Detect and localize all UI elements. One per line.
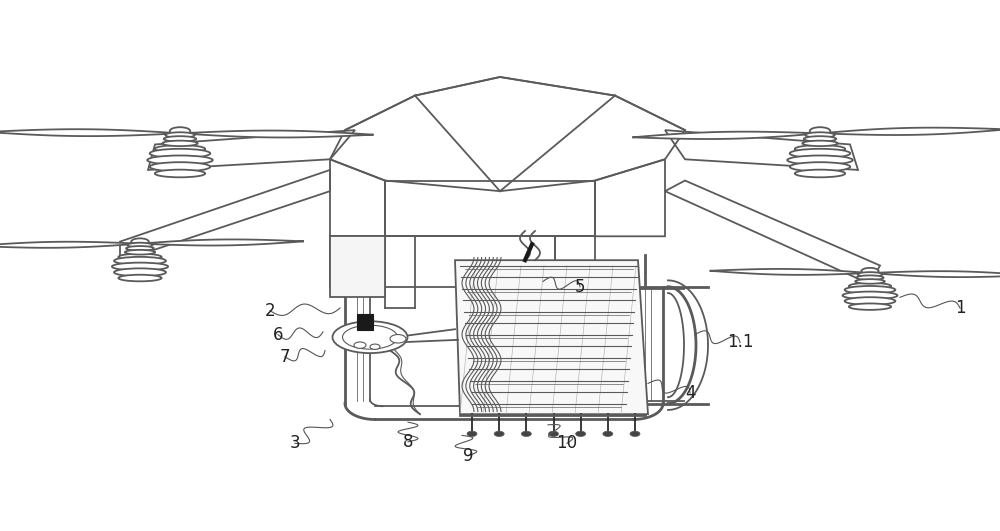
Ellipse shape <box>150 149 210 158</box>
Text: 5: 5 <box>575 278 585 296</box>
Ellipse shape <box>165 132 195 138</box>
Ellipse shape <box>845 286 895 294</box>
Ellipse shape <box>118 275 162 281</box>
Circle shape <box>576 431 586 436</box>
Ellipse shape <box>845 297 895 305</box>
Polygon shape <box>330 236 385 297</box>
Ellipse shape <box>790 149 850 158</box>
Ellipse shape <box>170 127 190 135</box>
Ellipse shape <box>126 246 154 251</box>
Ellipse shape <box>849 303 891 310</box>
Circle shape <box>390 335 406 343</box>
Ellipse shape <box>849 283 891 289</box>
Text: 8: 8 <box>403 433 413 451</box>
Polygon shape <box>140 239 304 245</box>
Polygon shape <box>455 260 648 414</box>
Polygon shape <box>710 269 870 275</box>
Text: 10: 10 <box>556 434 578 452</box>
Ellipse shape <box>131 238 149 245</box>
Ellipse shape <box>164 136 196 142</box>
Ellipse shape <box>805 132 835 138</box>
Circle shape <box>370 344 380 349</box>
Text: 1.1: 1.1 <box>727 333 753 352</box>
Text: 6: 6 <box>273 326 283 344</box>
Ellipse shape <box>125 250 155 254</box>
Circle shape <box>630 431 640 436</box>
Circle shape <box>354 342 366 348</box>
Ellipse shape <box>332 321 408 353</box>
Text: 2: 2 <box>265 302 275 320</box>
Text: 3: 3 <box>290 434 300 452</box>
Ellipse shape <box>790 162 850 172</box>
Circle shape <box>467 431 477 436</box>
Ellipse shape <box>802 141 838 146</box>
Ellipse shape <box>858 272 882 277</box>
Circle shape <box>603 431 613 436</box>
Text: 9: 9 <box>463 447 473 465</box>
Polygon shape <box>632 132 820 139</box>
Ellipse shape <box>118 254 162 260</box>
Ellipse shape <box>147 156 213 165</box>
Ellipse shape <box>155 145 205 153</box>
Ellipse shape <box>843 292 897 299</box>
Ellipse shape <box>114 257 166 265</box>
Ellipse shape <box>855 279 885 284</box>
Ellipse shape <box>112 263 168 270</box>
Ellipse shape <box>804 136 836 142</box>
Polygon shape <box>180 131 374 138</box>
Ellipse shape <box>127 243 153 247</box>
Polygon shape <box>820 127 1000 135</box>
Text: 7: 7 <box>280 348 290 366</box>
Ellipse shape <box>787 156 853 165</box>
Text: 1: 1 <box>955 299 965 317</box>
Ellipse shape <box>114 268 166 276</box>
Circle shape <box>548 431 558 436</box>
Text: 4: 4 <box>685 384 695 402</box>
Ellipse shape <box>150 162 210 172</box>
Polygon shape <box>357 314 373 330</box>
Polygon shape <box>0 129 180 136</box>
Circle shape <box>494 431 504 436</box>
Ellipse shape <box>861 268 879 275</box>
Polygon shape <box>0 242 140 248</box>
Ellipse shape <box>795 145 845 153</box>
Ellipse shape <box>795 169 845 177</box>
Circle shape <box>521 431 531 436</box>
Ellipse shape <box>810 127 830 135</box>
Ellipse shape <box>856 276 884 280</box>
Polygon shape <box>870 271 1000 277</box>
Ellipse shape <box>155 169 205 177</box>
Ellipse shape <box>162 141 198 146</box>
